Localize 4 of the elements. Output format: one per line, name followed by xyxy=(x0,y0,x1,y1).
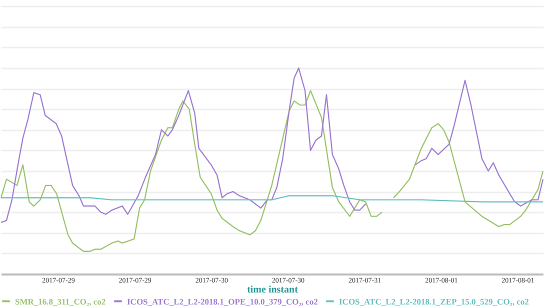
x-axis-title: time instant xyxy=(247,284,299,296)
legend-label: SMR_16.8_311_CO₂, co2 xyxy=(15,296,106,306)
legend-label: ICOS_ATC_L2_L2-2018.1_ZEP_15.0_529_CO₂, co2 xyxy=(339,296,529,306)
legend-label: ICOS_ATC_L2_L2-2018.1_OPE_10.0_379_CO₂, co2 xyxy=(127,296,318,306)
